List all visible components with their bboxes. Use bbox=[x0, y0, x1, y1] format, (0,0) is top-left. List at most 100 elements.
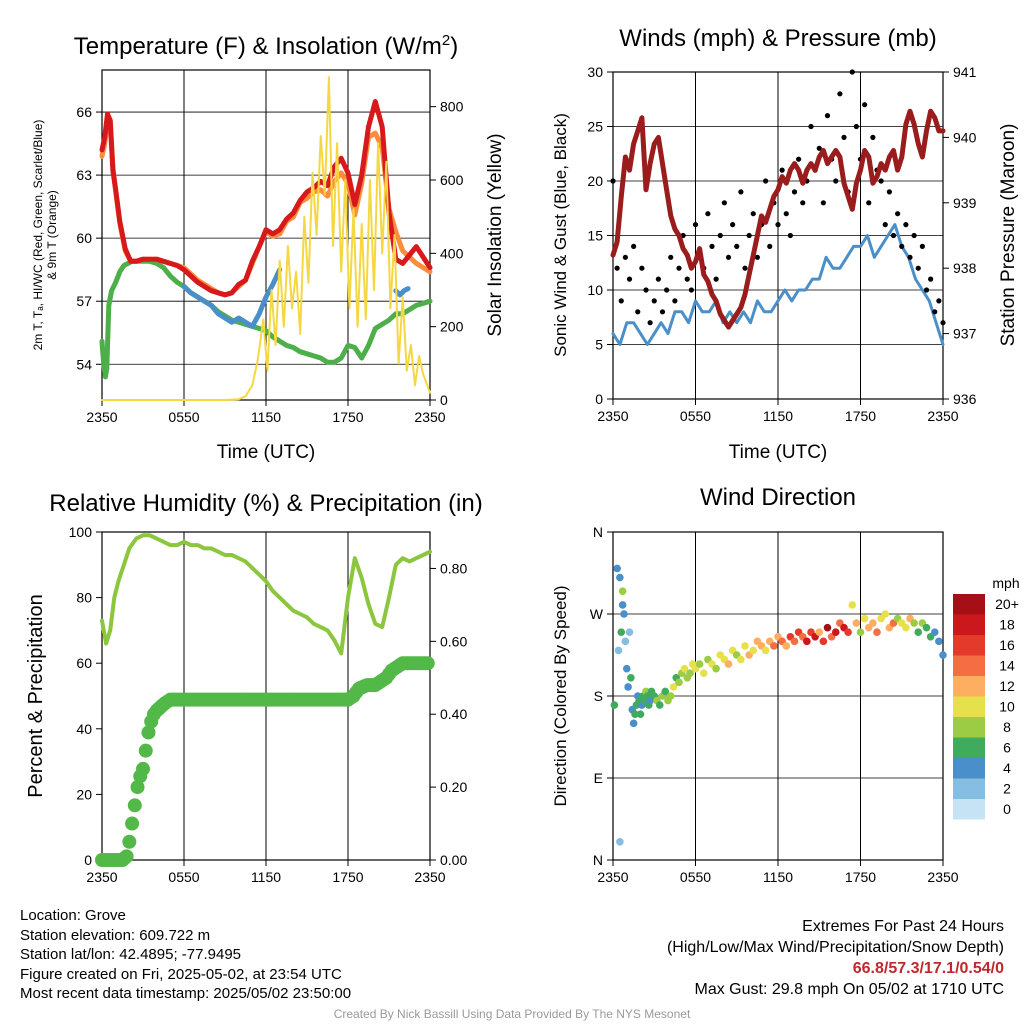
temperature-title: Temperature (F) & Insolation (W/m2) bbox=[74, 32, 458, 60]
direction-point bbox=[922, 623, 931, 632]
legend-label: 4 bbox=[1003, 760, 1011, 776]
gust-point bbox=[932, 309, 938, 315]
gust-point bbox=[820, 200, 826, 206]
gust-point bbox=[668, 254, 674, 260]
gust-point bbox=[882, 222, 888, 228]
max-gust: Max Gust: 29.8 mph On 05/02 at 1710 UTC bbox=[694, 981, 1005, 998]
precip-point bbox=[119, 849, 134, 864]
direction-point bbox=[831, 628, 840, 637]
direction-point bbox=[770, 642, 778, 650]
direction-point bbox=[819, 637, 828, 646]
gust-point bbox=[725, 254, 732, 260]
x-tick-label: 2350 bbox=[414, 869, 445, 885]
legend-swatch bbox=[953, 676, 985, 697]
y-tick-label: N bbox=[593, 852, 603, 868]
gust-point bbox=[635, 309, 641, 315]
station-info: Location: Grove Station elevation: 609.7… bbox=[20, 906, 351, 1004]
x-tick-label: 0550 bbox=[168, 869, 199, 885]
gust-point bbox=[734, 243, 740, 249]
title-end: ) bbox=[450, 33, 458, 60]
gust-point bbox=[709, 243, 715, 249]
direction-point bbox=[844, 628, 852, 637]
direction-point bbox=[636, 710, 645, 719]
direction-point bbox=[617, 628, 626, 637]
extremes-panel: Extremes For Past 24 Hours (High/Low/Max… bbox=[667, 916, 1004, 1000]
legend-swatch bbox=[953, 717, 985, 738]
direction-point bbox=[699, 669, 708, 678]
gust-point bbox=[655, 276, 661, 282]
x-tick-label: 2350 bbox=[86, 409, 117, 425]
gust-point bbox=[779, 167, 785, 173]
y-tick-label: 10 bbox=[587, 282, 603, 298]
direction-point bbox=[823, 623, 832, 632]
direction-point bbox=[914, 628, 923, 637]
direction-point bbox=[902, 623, 910, 632]
gust-point bbox=[672, 298, 678, 304]
direction-point bbox=[939, 651, 947, 659]
direction-point bbox=[613, 564, 621, 573]
y-label-line: 2m T, Tₐ, HI/WC (Red, Green, Scarlet/Blu… bbox=[31, 120, 45, 351]
temperature-series-4 bbox=[99, 99, 433, 298]
temperature-series-2 bbox=[393, 286, 411, 298]
x-tick-label: 1150 bbox=[251, 869, 281, 885]
direction-point bbox=[935, 637, 943, 646]
legend-label: 18 bbox=[999, 617, 1015, 633]
temperature-y-label: 2m T, Tₐ, HI/WC (Red, Green, Scarlet/Blu… bbox=[31, 120, 59, 351]
gust-point bbox=[614, 265, 620, 271]
direction-point bbox=[737, 655, 745, 664]
recent-timestamp: Most recent data timestamp: 2025/05/02 2… bbox=[20, 985, 352, 1003]
y-tick-label: 30 bbox=[587, 64, 603, 80]
gust-point bbox=[713, 276, 719, 282]
precip-point bbox=[141, 725, 156, 740]
gust-point bbox=[763, 178, 769, 184]
gust-point bbox=[676, 265, 682, 271]
y-tick-label: 15 bbox=[587, 228, 603, 244]
y-tick-label-right: 0.20 bbox=[440, 779, 467, 795]
winds-panel: 2350 0550 1150 1750 235005101520253093693793… bbox=[551, 25, 1019, 463]
credit-line: Created By Nick Bassill Using Data Provi… bbox=[333, 1007, 691, 1021]
gust-point bbox=[688, 287, 694, 293]
temperature-y-label-right: Solar Insolation (Yellow) bbox=[485, 133, 506, 336]
precip-point bbox=[130, 780, 145, 795]
station-location: Location: Grove bbox=[20, 907, 126, 924]
y-tick-label-right: 0.80 bbox=[440, 560, 467, 576]
direction-point bbox=[661, 687, 670, 696]
legend-label: 6 bbox=[1003, 740, 1011, 756]
precip-point bbox=[127, 798, 142, 813]
legend-label: 14 bbox=[999, 658, 1015, 674]
gust-point bbox=[886, 189, 892, 195]
precip-point bbox=[122, 834, 137, 849]
direction-point bbox=[910, 619, 918, 627]
gust-point bbox=[618, 298, 624, 304]
y-tick-label: 0 bbox=[84, 852, 92, 868]
legend-swatch bbox=[953, 594, 985, 615]
precip-point bbox=[125, 816, 140, 831]
gust-point bbox=[890, 232, 897, 239]
temperature-series-5 bbox=[101, 76, 431, 401]
direction-point bbox=[629, 719, 638, 728]
gust-point bbox=[767, 243, 773, 249]
direction-point bbox=[790, 637, 799, 646]
station-latlon: Station lat/lon: 42.4895; -77.9495 bbox=[20, 946, 242, 964]
y-tick-label-right: 941 bbox=[953, 64, 977, 80]
y-tick-label: N bbox=[593, 524, 603, 540]
y-tick-label: 63 bbox=[76, 167, 92, 183]
direction-point bbox=[686, 669, 694, 678]
direction-point bbox=[930, 628, 939, 637]
gust-point bbox=[808, 123, 814, 130]
direction-point bbox=[724, 660, 733, 668]
x-tick-label: 1150 bbox=[763, 869, 793, 885]
precip-point bbox=[136, 761, 150, 776]
gust-point bbox=[746, 232, 752, 239]
direction-point bbox=[848, 601, 857, 609]
legend-label: 10 bbox=[999, 699, 1015, 715]
winds-title: Winds (mph) & Pressure (mb) bbox=[619, 25, 936, 52]
x-tick-label: 1150 bbox=[763, 408, 793, 424]
gust-point bbox=[659, 309, 666, 315]
direction-point bbox=[610, 701, 619, 709]
gust-point bbox=[787, 232, 793, 239]
y-tick-label: 40 bbox=[76, 721, 92, 737]
y-tick-label-right: 200 bbox=[440, 319, 464, 335]
y-tick-label-right: 0 bbox=[440, 392, 448, 408]
